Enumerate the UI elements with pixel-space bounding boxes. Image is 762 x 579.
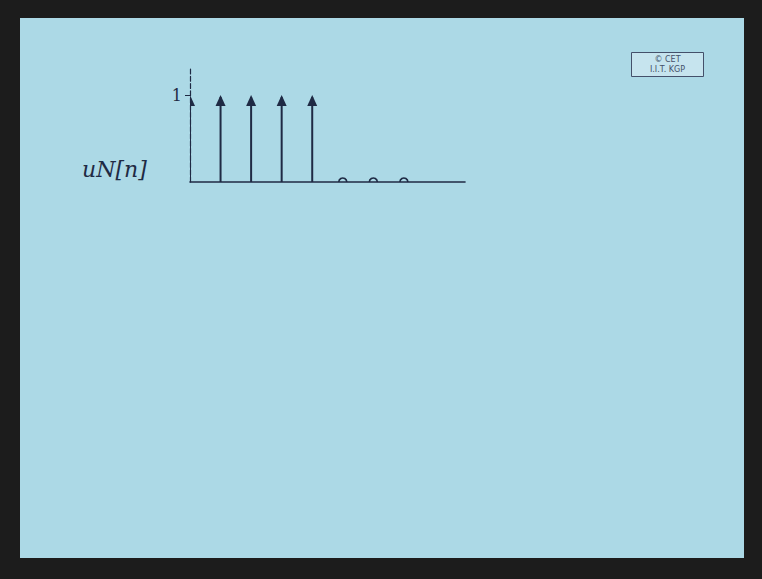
svg-text:1: 1 bbox=[172, 86, 182, 105]
svg-text:I.I.T. KGP: I.I.T. KGP bbox=[650, 65, 685, 74]
svg-text:© CET: © CET bbox=[654, 55, 680, 64]
svg-text:uN[n]: uN[n] bbox=[82, 157, 147, 182]
